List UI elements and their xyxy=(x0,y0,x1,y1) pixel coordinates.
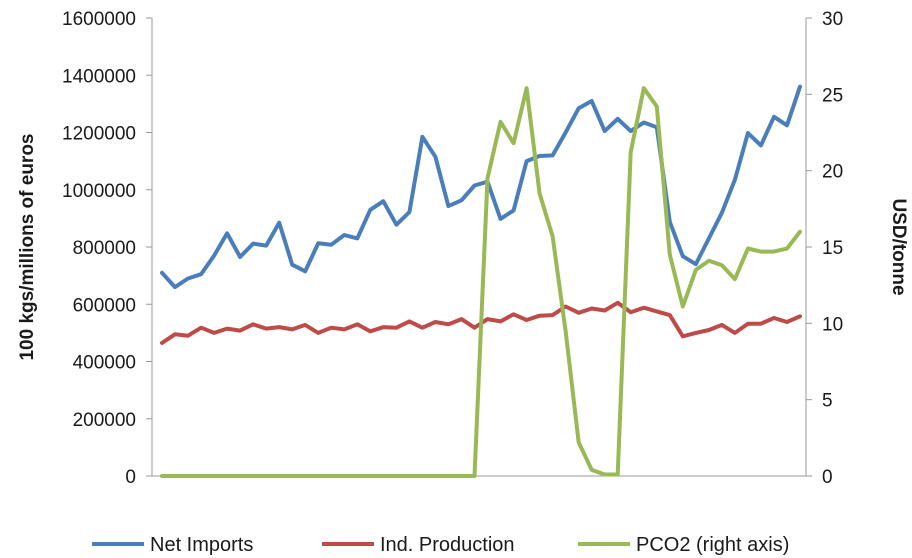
y-tick-label: 600000 xyxy=(73,295,136,316)
y2-tick-label: 15 xyxy=(822,238,843,259)
y2-axis-title: USD/tonne xyxy=(888,198,909,295)
legend-item-pco2-right-axis: PCO2 (right axis) xyxy=(578,534,789,556)
y2-tick-label: 5 xyxy=(822,391,833,412)
series-line-pco2-right-axis xyxy=(160,86,802,478)
series-layer xyxy=(160,84,802,478)
y2-tick-label: 0 xyxy=(822,467,833,488)
y-tick-label: 0 xyxy=(125,467,136,488)
legend-item-ind-production: Ind. Production xyxy=(322,534,515,556)
y-tick-label: 200000 xyxy=(73,410,136,431)
y-tick-label: 1600000 xyxy=(62,9,136,30)
y-axis-title: 100 kgs/millions of euros xyxy=(17,133,38,360)
y-tick-label: 1000000 xyxy=(62,181,136,202)
legend-label: Ind. Production xyxy=(380,534,515,556)
y-tick-label: 1400000 xyxy=(62,66,136,87)
legend-item-net-imports: Net Imports xyxy=(92,534,253,556)
y-tick-label: 1200000 xyxy=(62,124,136,145)
legend-label: PCO2 (right axis) xyxy=(636,534,789,556)
series-line-net-imports xyxy=(160,84,802,290)
left-axis-ticks: 0 200000 400000 600000 800000 1000000 1200000 1… xyxy=(62,9,152,488)
y2-tick-label: 20 xyxy=(822,162,843,183)
y-tick-label: 800000 xyxy=(73,238,136,259)
y2-tick-label: 25 xyxy=(822,85,843,106)
legend-label: Net Imports xyxy=(150,534,253,556)
y2-tick-label: 30 xyxy=(822,9,843,30)
legend: Net Imports Ind. Production PCO2 (right ax… xyxy=(92,534,789,556)
y2-tick-label: 10 xyxy=(822,314,843,335)
right-axis-ticks: 0 5 10 15 20 25 30 xyxy=(806,9,843,488)
y-tick-label: 400000 xyxy=(73,353,136,374)
